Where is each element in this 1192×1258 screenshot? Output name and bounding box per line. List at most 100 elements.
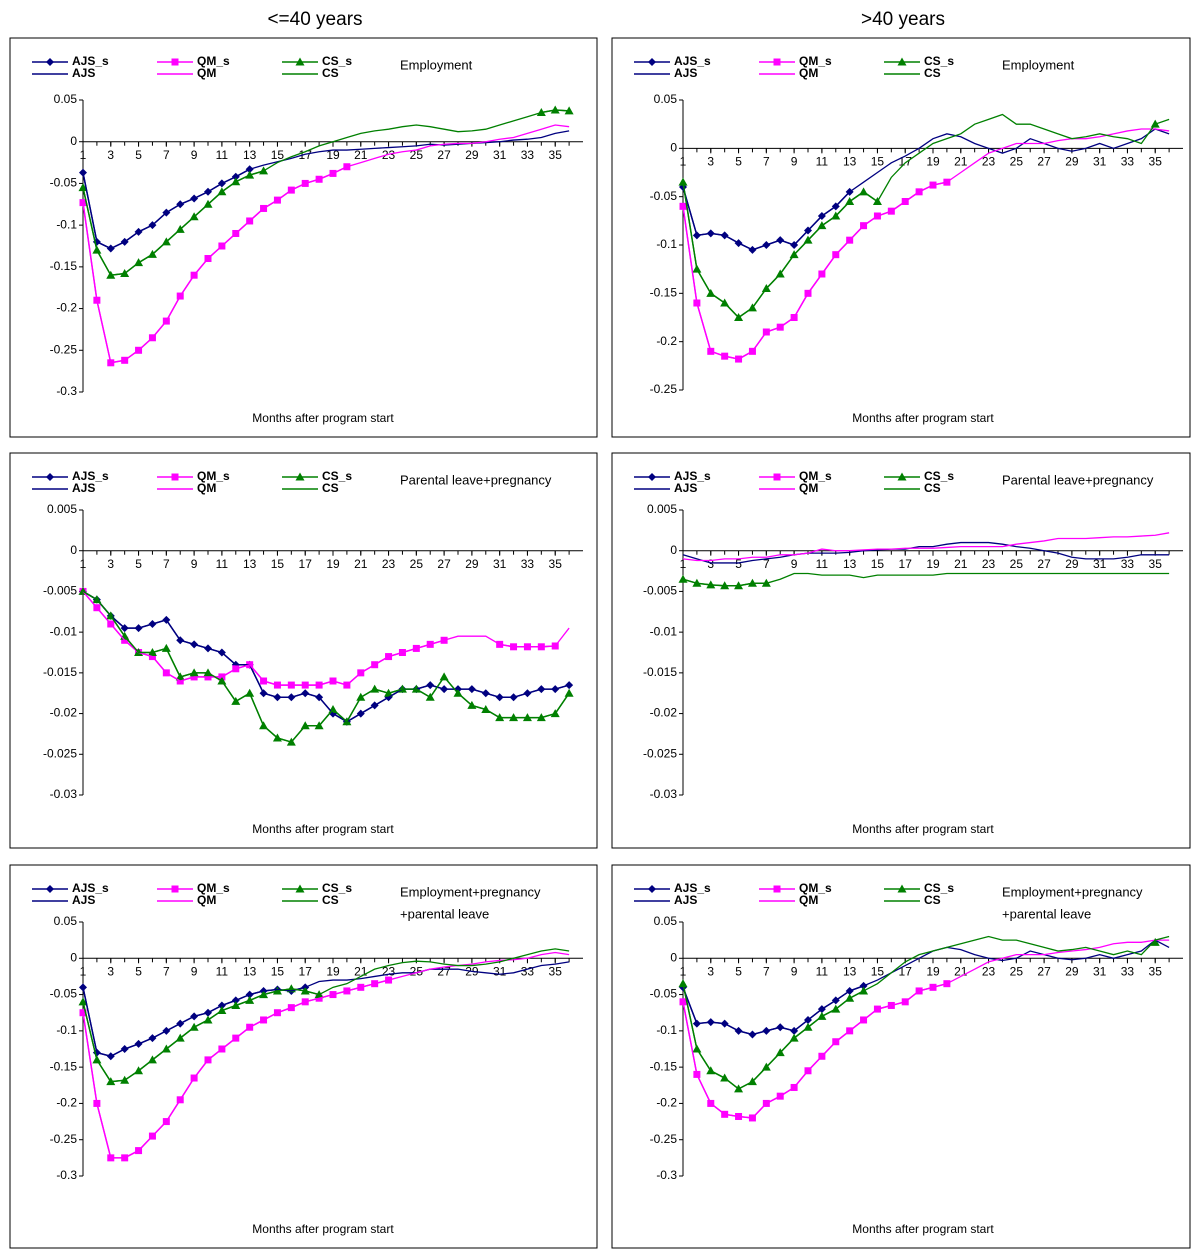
marker-triangle	[678, 177, 688, 186]
y-tick-label: -0.025	[643, 746, 677, 760]
panel-frame	[611, 864, 1191, 1249]
y-tick-label: -0.3	[56, 384, 77, 398]
x-tick-label: 9	[791, 557, 798, 571]
marker-triangle	[78, 183, 88, 192]
legend-label: AJS_s	[674, 881, 711, 895]
y-tick-label: 0	[70, 134, 77, 148]
y-tick-label: -0.05	[50, 987, 78, 1001]
x-tick-label: 25	[410, 964, 424, 978]
chart-title: +parental leave	[400, 906, 489, 921]
series-line	[82, 590, 570, 743]
y-tick-label: -0.01	[50, 624, 78, 638]
x-tick-label: 1	[680, 557, 687, 571]
y-tick-label: 0.005	[47, 502, 77, 516]
series-line	[82, 951, 570, 1159]
y-tick-label: 0	[670, 141, 677, 155]
y-tick-label: -0.15	[650, 1059, 678, 1073]
x-tick-label: 1	[680, 964, 687, 978]
x-tick-label: 19	[326, 557, 340, 571]
y-tick-label: 0	[70, 543, 77, 557]
x-tick-label: 31	[493, 964, 507, 978]
x-tick-label: 11	[216, 964, 229, 978]
legend-label: AJS_s	[72, 54, 109, 68]
x-tick-label: 33	[1121, 155, 1135, 169]
legend-label: QM_s	[197, 469, 230, 483]
panel-frame	[611, 37, 1191, 438]
legend-label: QM_s	[197, 881, 230, 895]
legend-label: QM	[799, 66, 818, 80]
x-tick-label: 23	[982, 155, 996, 169]
series-line	[82, 948, 570, 1083]
x-tick-label: 7	[763, 155, 770, 169]
x-tick-label: 13	[843, 557, 857, 571]
series-line	[682, 128, 1170, 360]
x-tick-label: 31	[1093, 557, 1107, 571]
x-tick-label: 21	[354, 148, 368, 162]
x-axis-label: Months after program start	[252, 822, 394, 836]
column-title: >40 years	[861, 9, 945, 30]
series-line	[682, 181, 948, 360]
marker-diamond	[648, 885, 656, 893]
marker-square	[773, 58, 781, 66]
x-tick-label: 29	[1065, 964, 1079, 978]
x-tick-label: 19	[326, 148, 340, 162]
x-tick-label: 23	[982, 557, 996, 571]
y-tick-label: -0.015	[43, 665, 77, 679]
series-line	[682, 113, 1170, 319]
x-tick-label: 3	[107, 557, 114, 571]
y-tick-label: -0.2	[656, 1096, 677, 1110]
y-tick-label: -0.03	[50, 787, 78, 801]
y-tick-label: -0.05	[50, 176, 78, 190]
legend-label: CS	[924, 481, 941, 495]
marker-triangle	[897, 472, 907, 481]
x-tick-label: 11	[816, 557, 829, 571]
x-tick-label: 25	[410, 148, 424, 162]
x-tick-label: 9	[791, 964, 798, 978]
chart-title: +parental leave	[1002, 906, 1091, 921]
x-tick-label: 17	[299, 148, 313, 162]
marker-square	[79, 199, 87, 207]
y-tick-label: 0.05	[54, 914, 78, 928]
legend-label: CS_s	[322, 54, 352, 68]
marker-triangle	[678, 574, 688, 583]
x-tick-label: 35	[1149, 964, 1163, 978]
legend-label: QM	[799, 481, 818, 495]
y-tick-label: 0.05	[54, 92, 78, 106]
series-line	[82, 590, 570, 723]
marker-triangle	[678, 979, 688, 988]
series-line	[82, 590, 556, 686]
marker-square	[773, 885, 781, 893]
series-line	[682, 532, 1170, 562]
x-tick-label: 23	[382, 557, 396, 571]
y-tick-label: 0	[70, 950, 77, 964]
series-line	[82, 130, 570, 250]
legend-label: CS	[322, 66, 339, 80]
marker-diamond	[565, 681, 574, 690]
series-line	[82, 591, 570, 686]
column-title: <=40 years	[267, 9, 362, 30]
chart-title: Employment+pregnancy	[400, 884, 541, 899]
series-line	[682, 939, 1170, 1036]
y-tick-label: 0.005	[647, 502, 677, 516]
legend-label: AJS	[674, 481, 697, 495]
legend-label: CS	[924, 893, 941, 907]
legend-label: QM	[197, 481, 216, 495]
series-line	[683, 942, 1155, 1089]
y-tick-label: -0.005	[643, 584, 677, 598]
x-tick-label: 29	[1065, 557, 1079, 571]
x-tick-label: 3	[707, 557, 714, 571]
marker-square	[171, 885, 179, 893]
x-tick-label: 7	[763, 557, 770, 571]
legend-label: QM_s	[197, 54, 230, 68]
y-tick-label: -0.01	[650, 624, 678, 638]
x-tick-label: 17	[299, 964, 313, 978]
y-tick-label: -0.2	[56, 1096, 77, 1110]
x-tick-label: 15	[271, 557, 285, 571]
x-tick-label: 3	[707, 964, 714, 978]
x-tick-label: 5	[735, 155, 742, 169]
x-tick-label: 5	[735, 557, 742, 571]
legend-label: QM	[197, 893, 216, 907]
y-tick-label: -0.05	[650, 987, 678, 1001]
y-tick-label: -0.25	[650, 1132, 678, 1146]
